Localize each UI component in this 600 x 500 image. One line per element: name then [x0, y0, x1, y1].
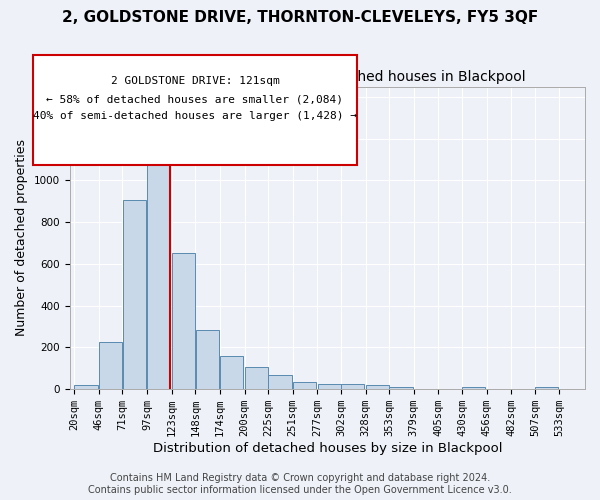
Text: Contains HM Land Registry data © Crown copyright and database right 2024.
Contai: Contains HM Land Registry data © Crown c… — [88, 474, 512, 495]
Bar — [268, 374, 292, 389]
Bar — [535, 387, 558, 389]
Bar — [366, 385, 389, 389]
Bar — [172, 252, 195, 389]
Text: ← 58% of detached houses are smaller (2,084): ← 58% of detached houses are smaller (2,… — [47, 94, 343, 104]
Bar — [74, 386, 98, 389]
Bar — [341, 384, 364, 389]
Bar — [220, 356, 244, 389]
Text: 2, GOLDSTONE DRIVE, THORNTON-CLEVELEYS, FY5 3QF: 2, GOLDSTONE DRIVE, THORNTON-CLEVELEYS, … — [62, 10, 538, 25]
Bar — [462, 387, 485, 389]
Text: 2 GOLDSTONE DRIVE: 121sqm: 2 GOLDSTONE DRIVE: 121sqm — [110, 76, 280, 86]
Bar — [123, 200, 146, 389]
Bar — [99, 342, 122, 389]
X-axis label: Distribution of detached houses by size in Blackpool: Distribution of detached houses by size … — [152, 442, 502, 455]
Bar — [389, 387, 413, 389]
Bar — [245, 368, 268, 389]
Bar — [317, 384, 341, 389]
Text: 40% of semi-detached houses are larger (1,428) →: 40% of semi-detached houses are larger (… — [33, 112, 357, 122]
Bar — [196, 330, 219, 389]
Bar — [293, 382, 316, 389]
Title: Size of property relative to detached houses in Blackpool: Size of property relative to detached ho… — [128, 70, 526, 84]
Bar — [148, 165, 170, 389]
Y-axis label: Number of detached properties: Number of detached properties — [15, 140, 28, 336]
